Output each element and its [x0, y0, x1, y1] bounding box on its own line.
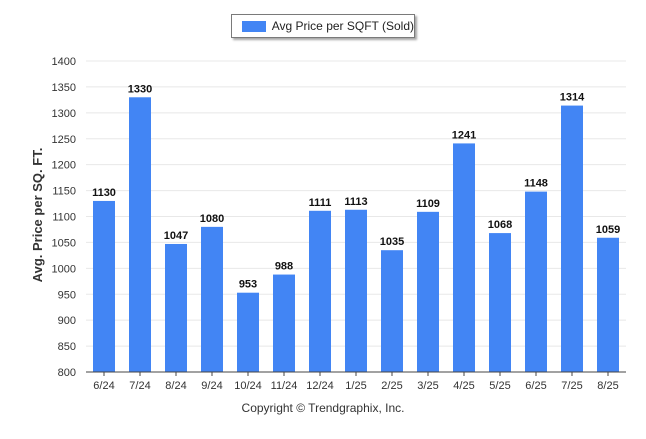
- bar: [561, 105, 583, 373]
- data-label: 953: [239, 279, 257, 291]
- bar: [309, 210, 331, 372]
- bar: [417, 211, 439, 372]
- x-tick-label: 7/25: [561, 380, 582, 392]
- data-label: 1080: [200, 213, 224, 225]
- y-tick-label: 1000: [52, 263, 76, 275]
- axes: 800 850 900 950 1000 1050 1100 1150 1200 1250 1300…: [52, 56, 626, 392]
- bars: [93, 97, 619, 373]
- x-tick-label: 11/24: [271, 380, 298, 392]
- x-tick-label: 10/24: [234, 380, 262, 392]
- x-tick-label: 6/24: [93, 380, 114, 392]
- bar: [129, 97, 151, 373]
- y-tick-label: 850: [58, 341, 76, 353]
- y-tick-label: 1100: [52, 212, 76, 224]
- x-tick-label: 8/24: [165, 380, 186, 392]
- x-tick-label: 9/24: [201, 380, 222, 392]
- y-tick-label: 900: [58, 315, 76, 327]
- data-labels: 1130 1330 1047 1080 953 988 1111 1113 1035 1109 12…: [92, 83, 620, 290]
- data-label: 1059: [596, 224, 620, 236]
- y-tick-label: 950: [58, 289, 76, 301]
- data-label: 1109: [416, 198, 440, 210]
- bar: [201, 226, 223, 372]
- data-label: 1241: [452, 129, 476, 141]
- legend-swatch: [242, 20, 266, 32]
- data-label: 1035: [380, 236, 404, 248]
- x-tick-label: 7/24: [129, 380, 150, 392]
- data-label: 1068: [488, 219, 512, 231]
- y-tick-label: 800: [58, 367, 76, 379]
- x-tick-label: 12/24: [306, 380, 334, 392]
- x-tick-label: 6/25: [525, 380, 546, 392]
- data-label: 1047: [164, 230, 188, 242]
- copyright-footer: Copyright © Trendgraphix, Inc.: [241, 401, 405, 415]
- bar: [345, 209, 367, 372]
- x-tick-label: 8/25: [597, 380, 618, 392]
- y-axis-title: Avg. Price per SQ. FT.: [30, 148, 45, 283]
- data-label: 1148: [524, 178, 548, 190]
- x-tick-label: 3/25: [417, 380, 438, 392]
- x-tick-label: 1/25: [345, 380, 366, 392]
- data-label: 988: [275, 261, 293, 273]
- bar: [93, 200, 115, 372]
- y-tick-label: 1400: [52, 56, 76, 68]
- legend: Avg Price per SQFT (Sold): [231, 14, 415, 38]
- y-tick-label: 1050: [52, 237, 76, 249]
- data-label: 1113: [344, 196, 367, 208]
- y-tick-label: 1150: [52, 186, 76, 198]
- data-label: 1130: [92, 187, 116, 199]
- bar: [165, 243, 187, 372]
- y-tick-label: 1300: [52, 108, 76, 120]
- bar: [273, 274, 295, 372]
- legend-label: Avg Price per SQFT (Sold): [271, 19, 414, 33]
- y-tick-label: 1250: [52, 134, 76, 146]
- data-label: 1330: [128, 83, 152, 95]
- bar: [525, 191, 547, 372]
- bar: [381, 250, 403, 372]
- bar: [453, 143, 475, 372]
- bar: [597, 237, 619, 372]
- x-tick-label: 2/25: [381, 380, 402, 392]
- y-tick-label: 1200: [52, 160, 76, 172]
- bar: [489, 233, 511, 372]
- bar: [237, 292, 259, 372]
- y-tick-label: 1350: [52, 82, 76, 94]
- x-tick-label: 5/25: [489, 380, 510, 392]
- x-tick-label: 4/25: [453, 380, 474, 392]
- data-label: 1314: [560, 92, 585, 104]
- data-label: 1111: [309, 197, 332, 209]
